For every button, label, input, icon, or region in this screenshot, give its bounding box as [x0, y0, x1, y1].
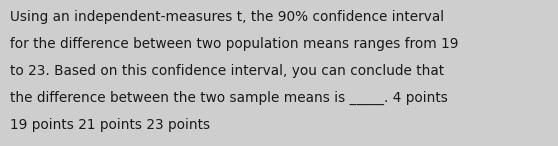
Text: Using an independent-measures t, the 90% confidence interval: Using an independent-measures t, the 90%…	[10, 10, 444, 24]
Text: the difference between the two sample means is _____. 4 points: the difference between the two sample me…	[10, 91, 448, 105]
Text: for the difference between two population means ranges from 19: for the difference between two populatio…	[10, 37, 459, 51]
Text: to 23. Based on this confidence interval, you can conclude that: to 23. Based on this confidence interval…	[10, 64, 444, 78]
Text: 19 points 21 points 23 points: 19 points 21 points 23 points	[10, 118, 210, 132]
